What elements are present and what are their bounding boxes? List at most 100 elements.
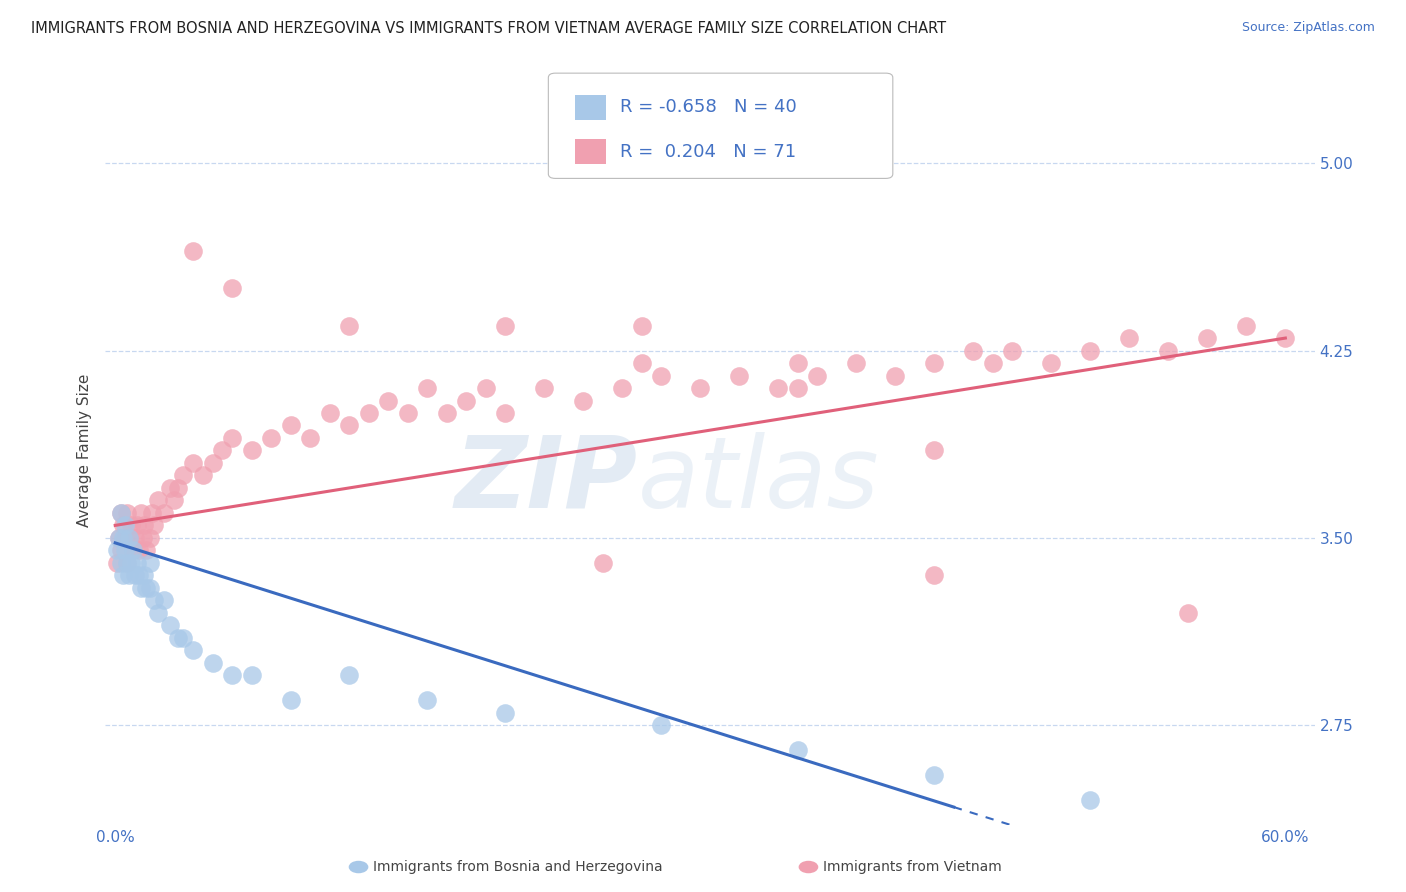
Point: [128, 543, 150, 558]
Point: [806, 368, 828, 383]
Point: [110, 543, 132, 558]
Point: [172, 631, 194, 645]
Point: [768, 381, 790, 395]
Point: [135, 581, 157, 595]
Point: [962, 343, 984, 358]
Point: [337, 318, 360, 333]
Point: [689, 381, 711, 395]
Point: [105, 543, 128, 558]
Point: [110, 556, 132, 570]
Point: [1177, 606, 1199, 620]
Point: [592, 556, 614, 570]
Point: [240, 443, 263, 458]
Point: [191, 468, 214, 483]
Point: [134, 568, 156, 582]
Point: [166, 631, 188, 645]
Point: [436, 406, 458, 420]
Point: [396, 406, 419, 420]
Point: [1234, 318, 1257, 333]
Point: [1118, 331, 1140, 345]
Point: [630, 356, 652, 370]
Point: [533, 381, 555, 395]
Point: [153, 506, 176, 520]
Point: [1078, 343, 1101, 358]
Point: [153, 593, 176, 607]
Point: [494, 406, 516, 420]
Y-axis label: Average Family Size: Average Family Size: [76, 374, 91, 527]
Point: [211, 443, 233, 458]
Point: [114, 531, 136, 545]
Point: [108, 531, 131, 545]
Point: [139, 556, 162, 570]
Point: [416, 693, 439, 707]
Point: [201, 456, 224, 470]
Point: [121, 543, 143, 558]
Point: [124, 568, 146, 582]
Point: [924, 443, 946, 458]
Text: Source: ZipAtlas.com: Source: ZipAtlas.com: [1241, 21, 1375, 34]
Point: [319, 406, 342, 420]
Point: [1078, 793, 1101, 807]
Point: [786, 356, 808, 370]
Point: [115, 556, 138, 570]
Point: [474, 381, 496, 395]
Point: [299, 431, 322, 445]
Point: [118, 531, 141, 545]
Point: [125, 518, 148, 533]
Point: [884, 368, 907, 383]
Point: [1078, 880, 1101, 892]
Point: [357, 406, 380, 420]
Point: [337, 418, 360, 433]
Point: [146, 493, 169, 508]
Point: [845, 356, 868, 370]
Point: [111, 531, 134, 545]
Point: [172, 468, 194, 483]
Point: [105, 556, 128, 570]
Point: [141, 506, 163, 520]
Point: [139, 581, 162, 595]
Point: [201, 656, 224, 670]
Point: [143, 593, 166, 607]
Text: atlas: atlas: [637, 432, 879, 529]
Text: ZIP: ZIP: [454, 432, 637, 529]
Point: [240, 668, 263, 682]
Point: [110, 506, 132, 520]
Point: [129, 506, 152, 520]
Point: [924, 568, 946, 582]
Point: [494, 706, 516, 720]
Point: [120, 556, 142, 570]
Text: Immigrants from Vietnam: Immigrants from Vietnam: [823, 860, 1001, 874]
Point: [280, 693, 302, 707]
Point: [1001, 343, 1024, 358]
Point: [166, 481, 188, 495]
Point: [981, 356, 1004, 370]
Point: [159, 618, 181, 632]
Point: [135, 543, 157, 558]
Point: [118, 568, 141, 582]
Point: [181, 244, 204, 258]
Point: [114, 518, 136, 533]
Text: R = -0.658   N = 40: R = -0.658 N = 40: [620, 98, 797, 116]
Point: [786, 381, 808, 395]
Point: [630, 318, 652, 333]
Point: [110, 506, 132, 520]
Point: [108, 531, 131, 545]
Point: [416, 381, 439, 395]
Point: [128, 568, 150, 582]
Point: [494, 318, 516, 333]
Point: [131, 531, 153, 545]
Point: [280, 418, 302, 433]
Text: R =  0.204   N = 71: R = 0.204 N = 71: [620, 143, 796, 161]
Point: [181, 643, 204, 657]
Point: [572, 393, 595, 408]
Point: [924, 356, 946, 370]
Point: [221, 668, 243, 682]
Point: [650, 718, 672, 732]
Point: [134, 518, 156, 533]
Point: [456, 393, 478, 408]
Point: [337, 668, 360, 682]
Point: [124, 531, 146, 545]
Point: [118, 531, 141, 545]
Point: [114, 543, 136, 558]
Point: [129, 581, 152, 595]
